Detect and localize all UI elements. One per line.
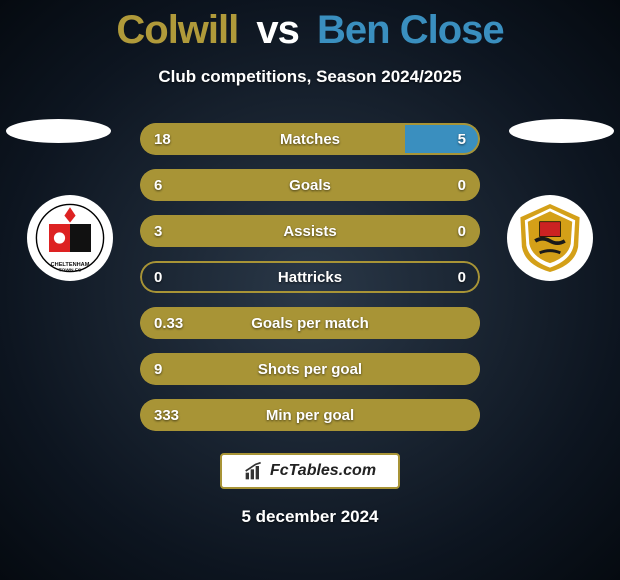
site-label: FcTables.com	[270, 462, 376, 480]
stat-bar: 0.33Goals per match	[140, 307, 480, 339]
chart-icon	[244, 461, 264, 481]
stat-bar: 185Matches	[140, 123, 480, 155]
bar-label: Hattricks	[140, 269, 480, 286]
svg-text:TOWN FC: TOWN FC	[59, 268, 82, 273]
bar-label: Assists	[140, 223, 480, 240]
club-logo-left: CHELTENHAM TOWN FC	[27, 195, 113, 281]
stat-bar: 60Goals	[140, 169, 480, 201]
comparison-content: CHELTENHAM TOWN FC 185Matches 60Goals 30As…	[0, 123, 620, 431]
left-ellipse-decoration	[6, 119, 111, 143]
stat-bar: 00Hattricks	[140, 261, 480, 293]
stat-bars: 185Matches 60Goals 30Assists 00Hattricks 0.3…	[140, 123, 480, 431]
player2-name: Ben Close	[317, 8, 504, 52]
stat-bar: 333Min per goal	[140, 399, 480, 431]
cheltenham-logo-icon: CHELTENHAM TOWN FC	[35, 203, 105, 273]
stat-bar: 30Assists	[140, 215, 480, 247]
bar-label: Shots per goal	[140, 361, 480, 378]
vs-label: vs	[256, 8, 299, 52]
site-badge[interactable]: FcTables.com	[220, 453, 400, 489]
right-ellipse-decoration	[509, 119, 614, 143]
club-logo-right	[507, 195, 593, 281]
stat-bar: 9Shots per goal	[140, 353, 480, 385]
page-title: Colwill vs Ben Close	[0, 0, 620, 53]
svg-text:CHELTENHAM: CHELTENHAM	[51, 262, 90, 268]
player1-name: Colwill	[116, 8, 238, 52]
bar-label: Goals per match	[140, 315, 480, 332]
date-label: 5 december 2024	[0, 507, 620, 527]
bar-label: Goals	[140, 177, 480, 194]
doncaster-logo-icon	[513, 201, 587, 275]
bar-label: Min per goal	[140, 407, 480, 424]
bar-label: Matches	[140, 131, 480, 148]
subtitle: Club competitions, Season 2024/2025	[0, 67, 620, 87]
